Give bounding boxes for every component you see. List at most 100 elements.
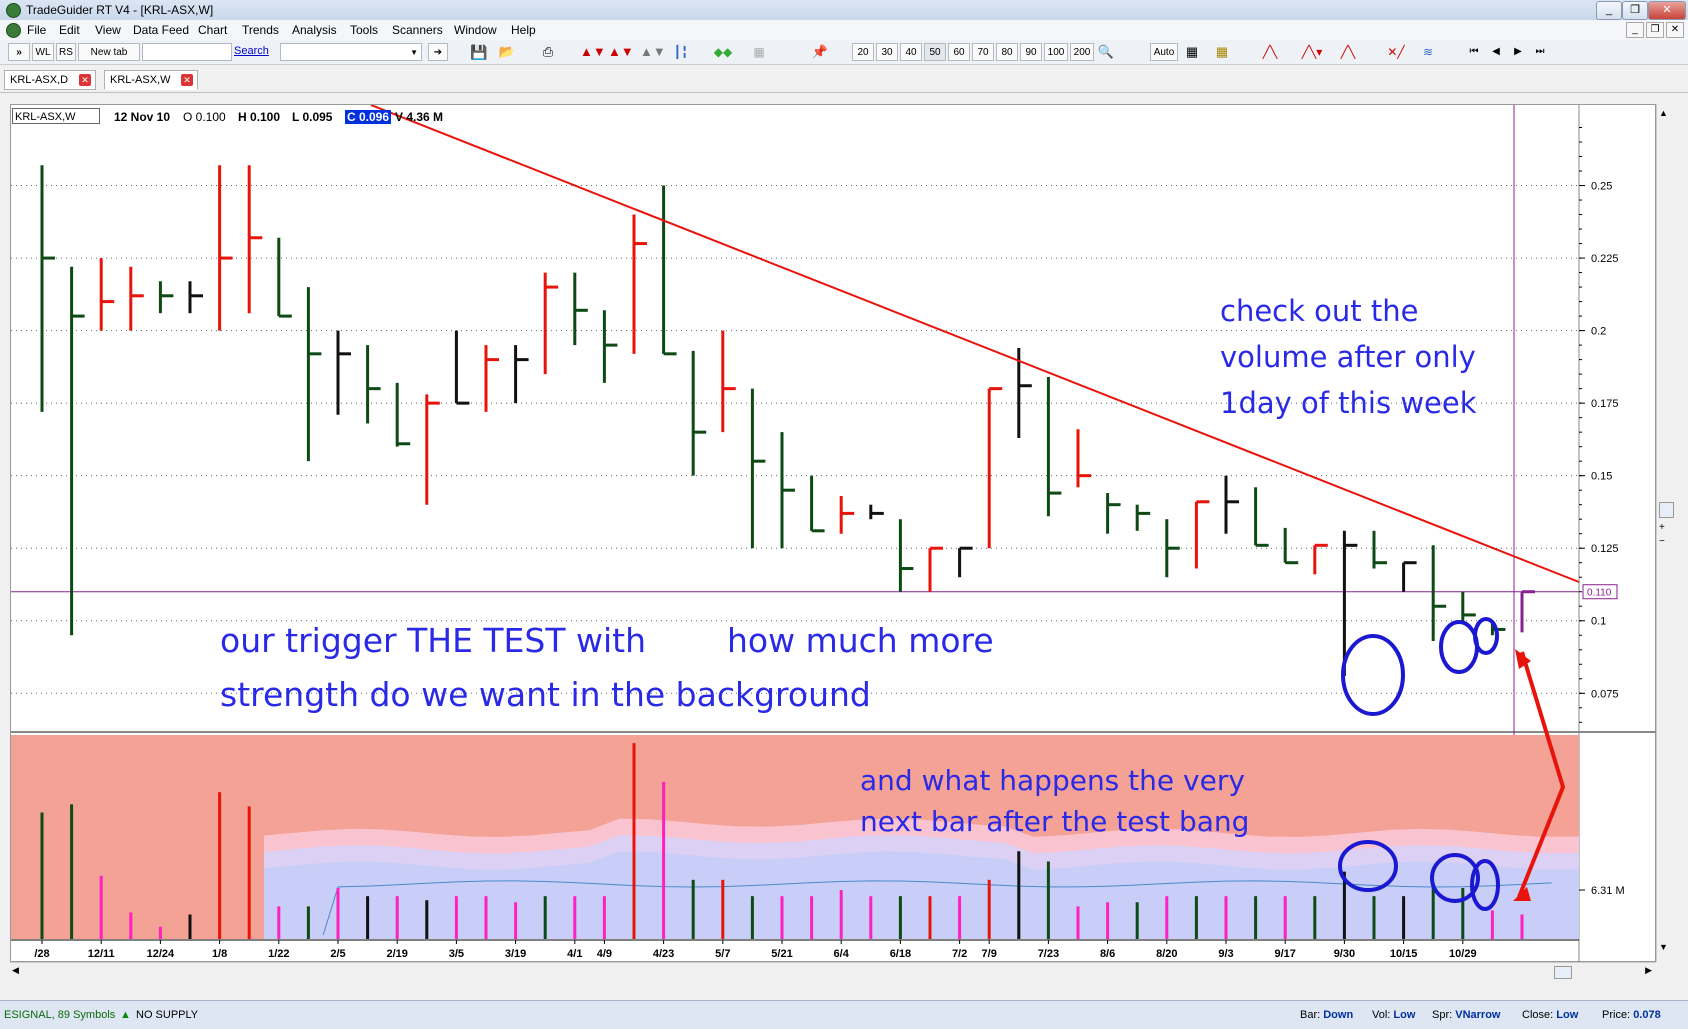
zoom-40-button[interactable]: 40 [900,43,922,61]
magnifier-icon[interactable]: 🔍 [1097,44,1115,59]
close-status: Close: Low [1522,1009,1579,1021]
new-tab-button[interactable]: New tab [78,43,140,61]
bar-high: H 0.100 [238,110,281,124]
mdi-minimize-button[interactable]: _ [1626,22,1644,38]
bar-neutral-icon[interactable]: ▲▼ [640,44,666,59]
prev-bar-icon[interactable]: ◀ [1492,46,1500,57]
mdi-restore-button[interactable]: ❐ [1646,22,1664,38]
pattern-icon[interactable]: ╱╲ [1340,45,1356,59]
clear-lines-icon[interactable]: ✕╱ [1387,45,1405,59]
zoom-80-button[interactable]: 80 [996,43,1018,61]
x-tick-label: 7/9 [982,948,997,960]
note-next-bar-line2: next bar after the test bang [860,805,1250,838]
menu-edit[interactable]: Edit [59,23,80,37]
menu-scanners[interactable]: Scanners [392,23,443,37]
last-bar-icon[interactable]: ⏭ [1535,46,1545,57]
expand-button[interactable]: » [8,43,30,61]
first-bar-icon[interactable]: ⏮ [1469,46,1479,57]
calendar-icon[interactable]: ▦ [1215,44,1229,59]
small-circle-2 [1473,617,1499,655]
go-arrow-icon[interactable]: ➔ [428,43,448,61]
pin-icon[interactable]: 📌 [811,44,829,59]
price-volume-chart[interactable]: 0.25 0.225 0.2 0.175 0.15 0.125 0.1 0.075 0.110 6… [11,105,1657,963]
menu-data-feed[interactable]: Data Feed [133,23,190,37]
maximize-button[interactable]: ❐ [1622,1,1648,20]
toolbar: » WL RS New tab Search ▼ ➔ 💾 📂 ⎙ ▲▼ ▲▼ ▲… [0,40,1688,65]
rs-button[interactable]: RS [56,43,76,61]
zoom-60-button[interactable]: 60 [948,43,970,61]
print-icon[interactable]: ⎙ [542,44,554,59]
trend-dropdown-icon[interactable]: ╱╲▾ [1301,45,1323,59]
menu-file[interactable]: File [27,23,47,37]
tab-krl-weekly[interactable]: KRL-ASX,W ✕ [104,70,198,90]
triangle-up-icon: ▲ [120,1009,131,1021]
tab-krl-daily[interactable]: KRL-ASX,D ✕ [4,70,96,90]
scroll-minus-icon[interactable]: − [1659,536,1665,547]
menu-view[interactable]: View [95,23,121,37]
menu-tools[interactable]: Tools [350,23,379,37]
volume-circle-2 [1430,853,1480,903]
grid-icon[interactable]: ▦ [753,45,765,59]
close-button[interactable]: ✕ [1648,1,1686,20]
menu-chart[interactable]: Chart [198,23,228,37]
tab-label: KRL-ASX,D [10,74,69,86]
trend-line-icon[interactable]: ╱╲ [1262,45,1278,59]
symbol-dropdown[interactable]: ▼ [280,43,422,61]
zoom-100-button[interactable]: 100 [1044,43,1068,61]
zoom-30-button[interactable]: 30 [876,43,898,61]
menu-window[interactable]: Window [454,23,497,37]
bar-date: 12 Nov 10 [114,110,171,124]
x-tick-label: 5/7 [715,948,730,960]
bar-chart-icon[interactable]: ┃╏ [673,45,689,59]
scroll-thumb[interactable] [1659,502,1674,518]
close-icon[interactable]: ✕ [181,74,193,86]
zoom-50-button[interactable]: 50 [924,43,946,61]
x-tick-label: 4/1 [567,948,582,960]
zoom-70-button[interactable]: 70 [972,43,994,61]
scroll-right-icon[interactable]: ▶ [1645,965,1652,975]
arrow-head-bottom [1513,887,1531,901]
small-circle-1 [1439,620,1479,674]
x-tick-label: 2/19 [386,948,407,960]
bar-open: O 0.100 [183,110,226,124]
bar-volume: V 4.36 M [395,110,444,124]
window-title: TradeGuider RT V4 - [KRL-ASX,W] [26,3,214,17]
menu-help[interactable]: Help [511,23,536,37]
indicator-icon[interactable]: ◆◆ [713,45,733,59]
close-icon[interactable]: ✕ [79,74,91,86]
chart-area[interactable]: 0.25 0.225 0.2 0.175 0.15 0.125 0.1 0.075 0.110 6… [10,104,1657,963]
open-folder-icon[interactable]: 📂 [498,44,516,59]
scroll-down-icon[interactable]: ▼ [1659,942,1668,952]
menu-trends[interactable]: Trends [242,23,279,37]
x-tick-label: 4/9 [597,948,612,960]
note-volume-line3: 1day of this week [1220,386,1477,420]
mdi-close-button[interactable]: ✕ [1666,22,1684,38]
zoom-90-button[interactable]: 90 [1020,43,1042,61]
zoom-200-button[interactable]: 200 [1070,43,1094,61]
bar-close: C 0.096 [345,110,392,124]
price-tick-label: 0.175 [1591,398,1619,410]
scroll-left-icon[interactable]: ◀ [12,965,19,975]
search-link[interactable]: Search [234,45,269,57]
scroll-plus-icon[interactable]: + [1659,522,1665,533]
horizontal-scrollbar[interactable]: ◀ ▶ [10,962,1656,981]
bar-mark-icon[interactable]: ▲▼ [608,44,634,59]
price-tick-label: 0.075 [1591,688,1619,700]
save-icon[interactable]: 💾 [470,44,488,60]
vertical-scrollbar[interactable]: ▲ + − ▼ [1656,104,1675,962]
next-bar-icon[interactable]: ▶ [1514,46,1522,57]
x-tick-label: 3/5 [449,948,464,960]
table-icon[interactable]: ▦ [1185,44,1199,59]
bar-up-down-icon[interactable]: ▲▼ [580,44,606,59]
wave-icon[interactable]: ≋ [1422,45,1434,59]
auto-button[interactable]: Auto [1150,43,1178,61]
zoom-20-button[interactable]: 20 [852,43,874,61]
scroll-up-icon[interactable]: ▲ [1659,108,1668,118]
minimize-button[interactable]: _ [1596,1,1622,20]
symbol-input[interactable] [142,43,232,61]
menu-analysis[interactable]: Analysis [292,23,337,37]
x-tick-label: 7/23 [1038,948,1059,960]
title-bar: TradeGuider RT V4 - [KRL-ASX,W] _ ❐ ✕ [0,0,1688,21]
hscroll-thumb[interactable] [1554,966,1572,979]
watchlist-button[interactable]: WL [32,43,54,61]
